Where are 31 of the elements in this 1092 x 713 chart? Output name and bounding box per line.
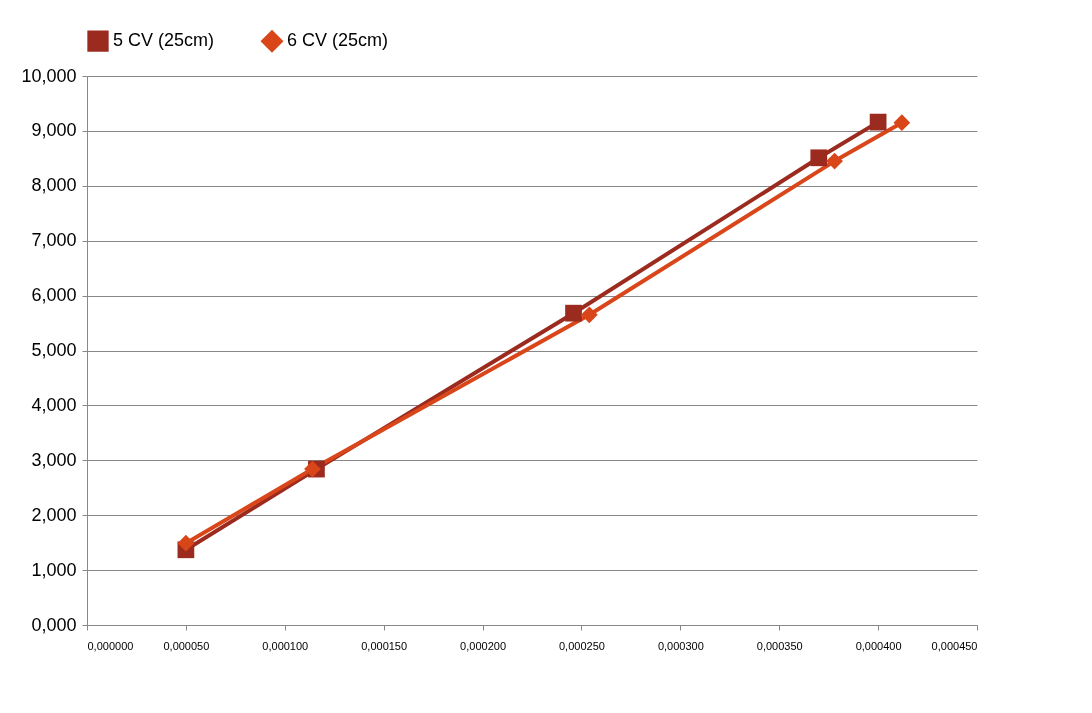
x-tick-label: 0,000000 (87, 639, 134, 652)
y-tick-label: 0,000 (31, 614, 77, 635)
x-tick-label: 0,000350 (756, 639, 803, 652)
legend-label: 6 CV (25cm) (287, 30, 389, 51)
x-tick-label: 0,000450 (931, 639, 978, 652)
y-tick-label: 6,000 (31, 285, 77, 306)
y-tick-label: 2,000 (31, 504, 77, 525)
point (304, 460, 321, 478)
y-tick-label: 10,000 (21, 65, 77, 86)
y-tick-label: 5,000 (31, 340, 77, 360)
point (893, 114, 911, 132)
y-tick-label: 4,000 (31, 394, 77, 415)
x-tick-label: 0,000250 (559, 639, 605, 652)
x-tick-label: 0,000050 (163, 639, 210, 652)
point (810, 149, 828, 167)
x-tick-label: 0,000200 (460, 639, 506, 652)
y-tick-label: 1,000 (31, 559, 77, 580)
point (177, 534, 195, 552)
legend-label: 5 CV (25cm) (113, 30, 215, 51)
x-tick-label: 0,000400 (855, 639, 902, 652)
x-tick-label: 0,000100 (262, 639, 309, 652)
y-tick-label: 3,000 (31, 449, 77, 470)
point (826, 152, 843, 170)
point (565, 304, 582, 322)
y-tick-label: 8,000 (31, 175, 77, 196)
y-tick-label: 9,000 (31, 120, 77, 141)
x-tick-label: 0,000150 (361, 639, 408, 652)
y-tick-label: 7,000 (31, 230, 77, 251)
point (580, 306, 598, 324)
x-tick-label: 0,000300 (657, 639, 704, 652)
point (869, 113, 887, 131)
